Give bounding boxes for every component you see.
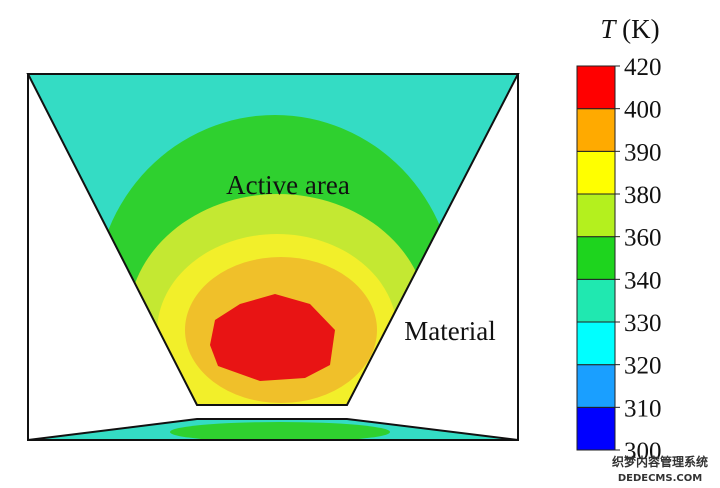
colorbar: 300 310 320 330 340 360 380 390 400 420 [576, 54, 662, 465]
colorbar-band [576, 364, 616, 408]
material-label: Material [404, 316, 495, 346]
colorbar-unit: (K) [622, 14, 659, 44]
colorbar-tick-label: 360 [624, 225, 662, 252]
colorbar-tick-label: 390 [624, 139, 662, 166]
colorbar-tick-label: 300 [624, 438, 662, 465]
watermark-url: DEDECMS.COM [618, 473, 702, 484]
colorbar-tick-label: 400 [624, 97, 662, 124]
colorbar-band [576, 236, 616, 280]
colorbar-title: T (K) [600, 14, 659, 44]
active-area-label: Active area [226, 170, 350, 200]
colorbar-tick-label: 330 [624, 310, 662, 337]
colorbar-band [576, 278, 616, 323]
colorbar-band [576, 193, 616, 238]
colorbar-tick-label: 380 [624, 182, 662, 209]
colorbar-band [576, 150, 616, 195]
colorbar-band [576, 108, 616, 152]
colorbar-band [576, 406, 616, 451]
colorbar-tick-label: 420 [624, 54, 662, 81]
colorbar-symbol: T [600, 14, 617, 44]
colorbar-tick-label: 310 [624, 395, 662, 422]
watermark: 织梦内容管理系统 [612, 454, 708, 469]
colorbar-band [576, 321, 616, 366]
outline [26, 73, 520, 441]
colorbar-tick-label: 340 [624, 267, 662, 294]
colorbar-band [576, 65, 616, 110]
colorbar-tick-label: 320 [624, 353, 662, 380]
